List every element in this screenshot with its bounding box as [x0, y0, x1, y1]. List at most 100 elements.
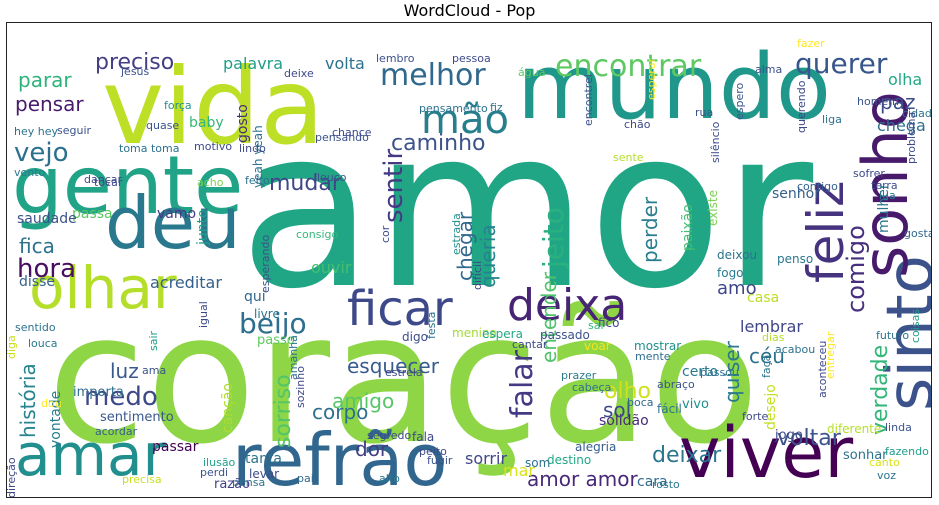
word-sentir: sentir — [379, 149, 409, 223]
word-pai: pai — [297, 472, 314, 485]
word-cor: cor — [379, 225, 392, 243]
word-linda: linda — [885, 421, 912, 434]
word-yeah-yeah: yeah yeah — [251, 125, 265, 188]
word-peito: peito — [419, 445, 447, 458]
word-levar: levar — [249, 467, 279, 481]
word-importa: importa — [73, 385, 124, 400]
word-razão: razão — [214, 477, 250, 492]
word-parar: parar — [18, 68, 72, 92]
word-espera: espera — [482, 327, 523, 341]
word-força: força — [164, 99, 192, 112]
word-história: história — [16, 363, 40, 438]
word-destino: destino — [547, 453, 591, 467]
word-prazer: prazer — [561, 369, 597, 382]
word-motivo: motivo — [194, 140, 232, 153]
word-menina: menina — [452, 326, 497, 340]
word-sentimento: sentimento — [100, 410, 174, 425]
word-tanta: tanta — [245, 451, 282, 467]
word-ouvir: ouvir — [311, 258, 352, 277]
word-diga: diga — [7, 335, 18, 359]
word-abraço: abraço — [657, 378, 695, 391]
word-consigo: consigo — [296, 228, 339, 241]
word-encontrar: encontrar — [555, 49, 702, 84]
word-céu: céu — [749, 344, 785, 368]
word-fácil: fácil — [657, 402, 682, 416]
word-silêncio: silêncio — [709, 121, 722, 163]
word-jeito: jeito — [537, 207, 570, 269]
word-amar: amar — [15, 421, 167, 489]
word-verdade: verdade — [868, 345, 893, 435]
word-encontrei: encontrei — [582, 74, 595, 126]
word-sinto: sinto — [874, 255, 932, 411]
word-melhor: melhor — [380, 58, 486, 93]
word-passa: passa — [72, 206, 113, 222]
word-amor-amor: amor amor — [527, 467, 639, 491]
word-acabou: acabou — [775, 343, 815, 356]
word-ficar: ficar — [347, 281, 453, 337]
word-coração: coração — [47, 275, 760, 484]
word-louca: louca — [28, 337, 58, 350]
word-boca: boca — [627, 396, 654, 409]
word-paz: paz — [880, 90, 915, 114]
word-jesus: jesus — [120, 65, 150, 78]
word-fugir: fugir — [427, 454, 453, 467]
word-passado: passado — [540, 328, 590, 342]
word-falar: falar — [505, 349, 540, 418]
word-luz: luz — [110, 359, 139, 383]
word-sente: sente — [613, 151, 644, 164]
word-estrela: estrela — [385, 366, 423, 379]
word-mundo: mundo — [517, 35, 831, 140]
word-pensa: pensa — [232, 476, 265, 489]
word-vejo: vejo — [14, 138, 69, 168]
word-medo: medo — [84, 382, 158, 412]
word-lua: lua — [879, 189, 896, 202]
word-estrada: estrada — [450, 213, 463, 255]
word-paixão: paixão — [680, 204, 696, 251]
word-som: som — [525, 456, 550, 470]
word-vontade: vontade — [48, 391, 64, 448]
word-beijo: beijo — [239, 307, 307, 340]
word-contigo: contigo — [797, 180, 838, 193]
word-fica: fica — [19, 234, 55, 258]
word-esperar: esperar — [645, 57, 658, 100]
word-passou: passou — [700, 366, 739, 379]
word-vivo: vivo — [682, 397, 709, 412]
word-comigo: comigo — [842, 225, 870, 313]
word-palavra: palavra — [223, 54, 283, 73]
word-mente: mente — [635, 350, 671, 363]
word-acordar: acordar — [95, 425, 138, 438]
word-vamo: vamo — [157, 206, 196, 222]
word-sozinho: sozinho — [294, 366, 307, 408]
word-fazendo: fazendo — [885, 445, 929, 458]
word-olho: olho — [604, 379, 651, 404]
word-alto: alto — [379, 472, 400, 485]
word-chegar: chegar — [453, 211, 477, 281]
word-amanhã: amanhã — [287, 335, 300, 380]
word-cara: cara — [637, 474, 668, 490]
word-disse: disse — [19, 274, 55, 290]
word-vento: vento — [14, 166, 46, 179]
word-refrão: refrão — [232, 418, 447, 498]
word-passo: passo — [257, 333, 295, 348]
word-chega: chega — [877, 116, 926, 135]
word-pessoa: pessoa — [452, 52, 491, 65]
word-volta: volta — [325, 54, 365, 73]
word-livre: livre — [254, 307, 280, 321]
word-saudade: saudade — [17, 211, 77, 227]
word-perder: perder — [638, 196, 662, 263]
word-desejo: desejo — [763, 384, 779, 430]
word-baby: baby — [189, 115, 224, 131]
word-fiz: fiz — [490, 101, 503, 114]
word-olha: olha — [888, 70, 922, 89]
word-deu: deu — [105, 181, 241, 265]
word-sorrir: sorrir — [465, 449, 507, 468]
word-deixe: deixe — [284, 67, 314, 80]
page-title: WordCloud - Pop — [403, 1, 536, 20]
word-olhar: olhar — [29, 254, 177, 322]
word-queria: queria — [476, 224, 500, 288]
word-entregar: entregar — [824, 331, 837, 379]
word-feliz: feliz — [797, 181, 855, 283]
word-terra: terra — [871, 179, 898, 192]
word-voltar: voltar — [777, 426, 842, 451]
word-corpo: corpo — [312, 400, 368, 424]
